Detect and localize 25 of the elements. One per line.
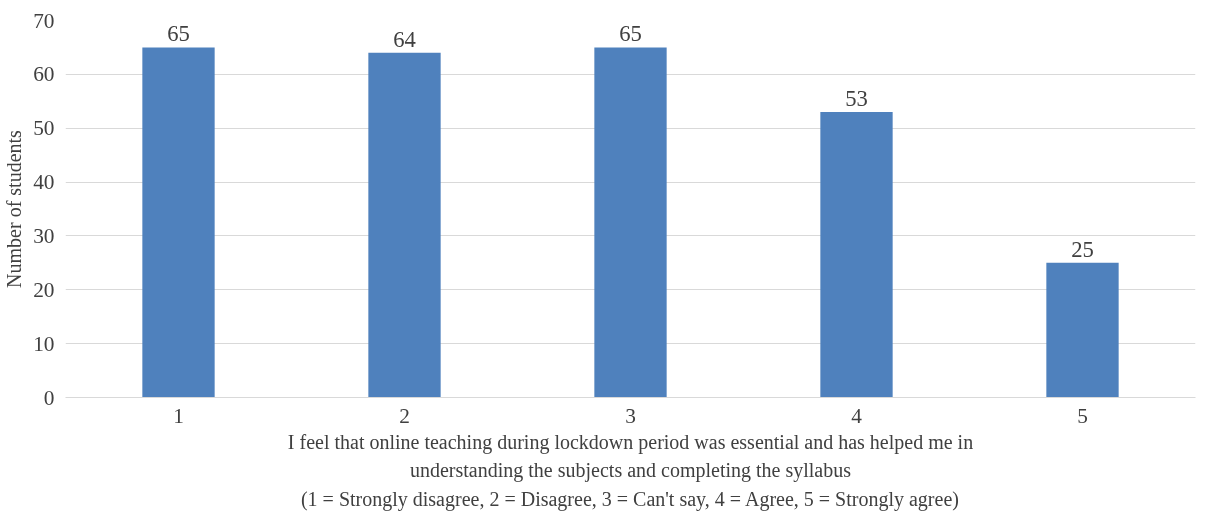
data-label: 65 [619,21,642,47]
y-tick-label: 40 [33,170,55,195]
y-tick-label: 50 [33,116,55,141]
x-tick-label: 2 [399,403,410,428]
x-axis-title: I feel that online teaching during lockdown period was essential and has helped me in understanding the subjects and completing the syllabus (1 = Strongly disagree, 2 = Disagree, 3 = Can't say, 4 = Agree, 5 = Strongly agree) [287,430,974,511]
y-tick-label: 20 [33,277,55,302]
x-tick-label: 5 [1077,403,1088,428]
bar [594,47,667,398]
y-tick-label: 30 [33,223,55,248]
data-label: 53 [845,86,868,112]
data-label: 65 [167,21,190,47]
bar [368,52,441,398]
y-tick-label: 70 [33,8,55,33]
bar [1046,262,1119,398]
y-tick-label: 60 [33,62,55,87]
y-tick-label: 0 [43,385,55,410]
bar [820,112,893,398]
y-axis-title: Number of students [3,129,26,288]
x-tick-label: 4 [851,403,863,428]
bar [142,47,215,398]
data-label: 64 [393,26,416,52]
x-tick-label: 3 [625,403,636,428]
x-tick-label: 1 [173,403,184,428]
data-label: 25 [1071,236,1094,262]
y-tick-label: 10 [33,331,55,356]
